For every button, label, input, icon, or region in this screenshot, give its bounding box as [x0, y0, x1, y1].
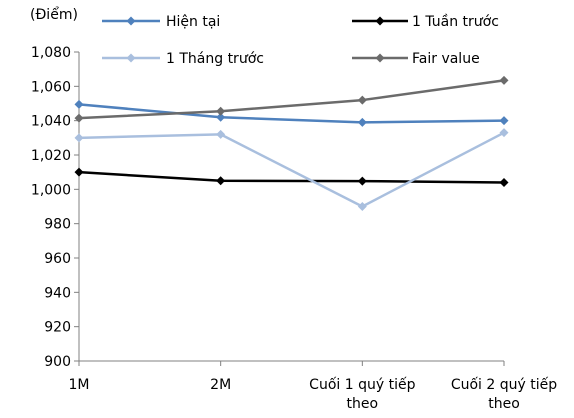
legend-swatch-marker: [375, 53, 385, 63]
series-line: [78, 79, 505, 120]
legend-label: Hiện tại: [166, 14, 220, 30]
y-tick-label: 1,020: [31, 148, 71, 164]
y-tick-label: 1,000: [31, 182, 71, 198]
legend-swatch-marker: [375, 16, 385, 26]
series-4: [74, 75, 509, 123]
data-point: [74, 167, 84, 177]
series-line: [78, 170, 505, 184]
legend: Hiện tại 1 Tuần trước 1 Tháng trước Fair va…: [102, 14, 499, 67]
x-tick-label: Cuối 2 quý tiếp: [451, 376, 557, 393]
axes: [78, 52, 504, 362]
data-point: [216, 112, 226, 122]
data-point: [499, 177, 509, 187]
y-tick-label: 1,080: [31, 45, 71, 61]
data-point: [357, 117, 367, 127]
legend-item-2: 1 Tuần trước: [352, 14, 499, 30]
y-tick-label: 1,040: [31, 114, 71, 130]
y-tick-label: 960: [44, 251, 71, 267]
legend-label: Fair value: [412, 51, 480, 67]
x-tick-label: 2M: [210, 377, 231, 393]
series-line: [78, 131, 505, 208]
data-point: [74, 133, 84, 143]
series-1: [74, 99, 509, 127]
y-tick-label: 940: [44, 285, 71, 301]
x-tick-label: Cuối 1 quý tiếp: [309, 376, 415, 393]
data-point: [357, 95, 367, 105]
legend-label: 1 Tuần trước: [412, 14, 499, 30]
y-tick-label: 1,060: [31, 79, 71, 95]
data-point: [499, 116, 509, 126]
legend-swatch-marker: [126, 53, 136, 63]
legend-item-4: Fair value: [352, 51, 480, 67]
x-tick-label: 1M: [69, 377, 90, 393]
x-tick-label: theo: [347, 396, 379, 412]
series-layer: [74, 75, 509, 211]
data-point: [74, 99, 84, 109]
data-point: [216, 106, 226, 116]
data-point: [74, 113, 84, 123]
data-point: [499, 75, 509, 85]
data-point: [499, 128, 509, 138]
legend-item-3: 1 Tháng trước: [102, 51, 264, 67]
series-line: [78, 103, 505, 124]
y-axis-ticks: 900 920 940 960 980 1,000 1,020 1,040 1,060 1,080: [31, 45, 79, 370]
x-tick-label: theo: [488, 396, 520, 412]
x-axis-ticks: 1M 2M Cuối 1 quý tiếp theo Cuối 2 quý tiếp th…: [69, 361, 557, 412]
legend-label: 1 Tháng trước: [166, 51, 264, 67]
y-tick-label: 980: [44, 217, 71, 233]
data-point: [357, 202, 367, 211]
y-tick-label: 920: [44, 320, 71, 336]
y-tick-label: 900: [44, 354, 71, 370]
legend-item-1: Hiện tại: [102, 14, 220, 30]
series-2: [74, 167, 509, 187]
series-3: [74, 128, 509, 211]
data-point: [216, 176, 226, 186]
data-point: [216, 129, 226, 139]
legend-swatch-marker: [126, 16, 136, 26]
data-point: [357, 176, 367, 186]
y-axis-unit-label: (Điểm): [30, 6, 78, 23]
